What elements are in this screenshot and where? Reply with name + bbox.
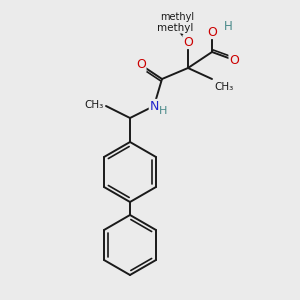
Text: H: H [159,106,167,116]
Text: methyl: methyl [157,23,193,33]
Text: H: H [224,20,232,32]
Text: CH₃: CH₃ [85,100,104,110]
Text: O: O [183,35,193,49]
Text: CH₃: CH₃ [214,82,233,92]
Text: O: O [229,53,239,67]
Text: O: O [136,58,146,71]
Text: O: O [207,26,217,38]
Text: methyl: methyl [160,12,194,22]
Text: N: N [149,100,159,112]
